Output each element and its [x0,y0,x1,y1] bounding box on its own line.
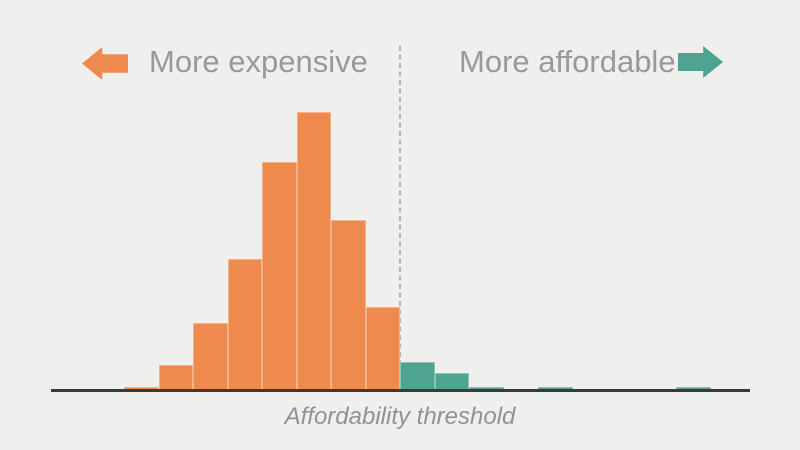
threshold-label: Affordability threshold [284,403,516,430]
legend-label-expensive: More expensive [149,44,368,79]
histogram-bar [124,387,159,390]
histogram-bar [538,387,573,390]
histogram-bar [158,364,193,390]
threshold-line [399,46,401,390]
histogram-bar [365,306,400,390]
histogram-bar [193,323,228,390]
histogram-bar [296,112,331,390]
legend-label-affordable: More affordable [459,44,676,79]
right-arrow-icon [678,46,723,78]
histogram-bar [331,220,366,390]
histogram-bar [227,259,262,390]
x-axis-line [51,389,750,392]
histogram-bar [676,387,711,390]
histogram-bar [262,162,297,390]
histogram-bar [469,387,504,390]
histogram-bar [400,362,435,390]
left-arrow-icon [82,47,128,80]
histogram-bar [434,373,469,390]
